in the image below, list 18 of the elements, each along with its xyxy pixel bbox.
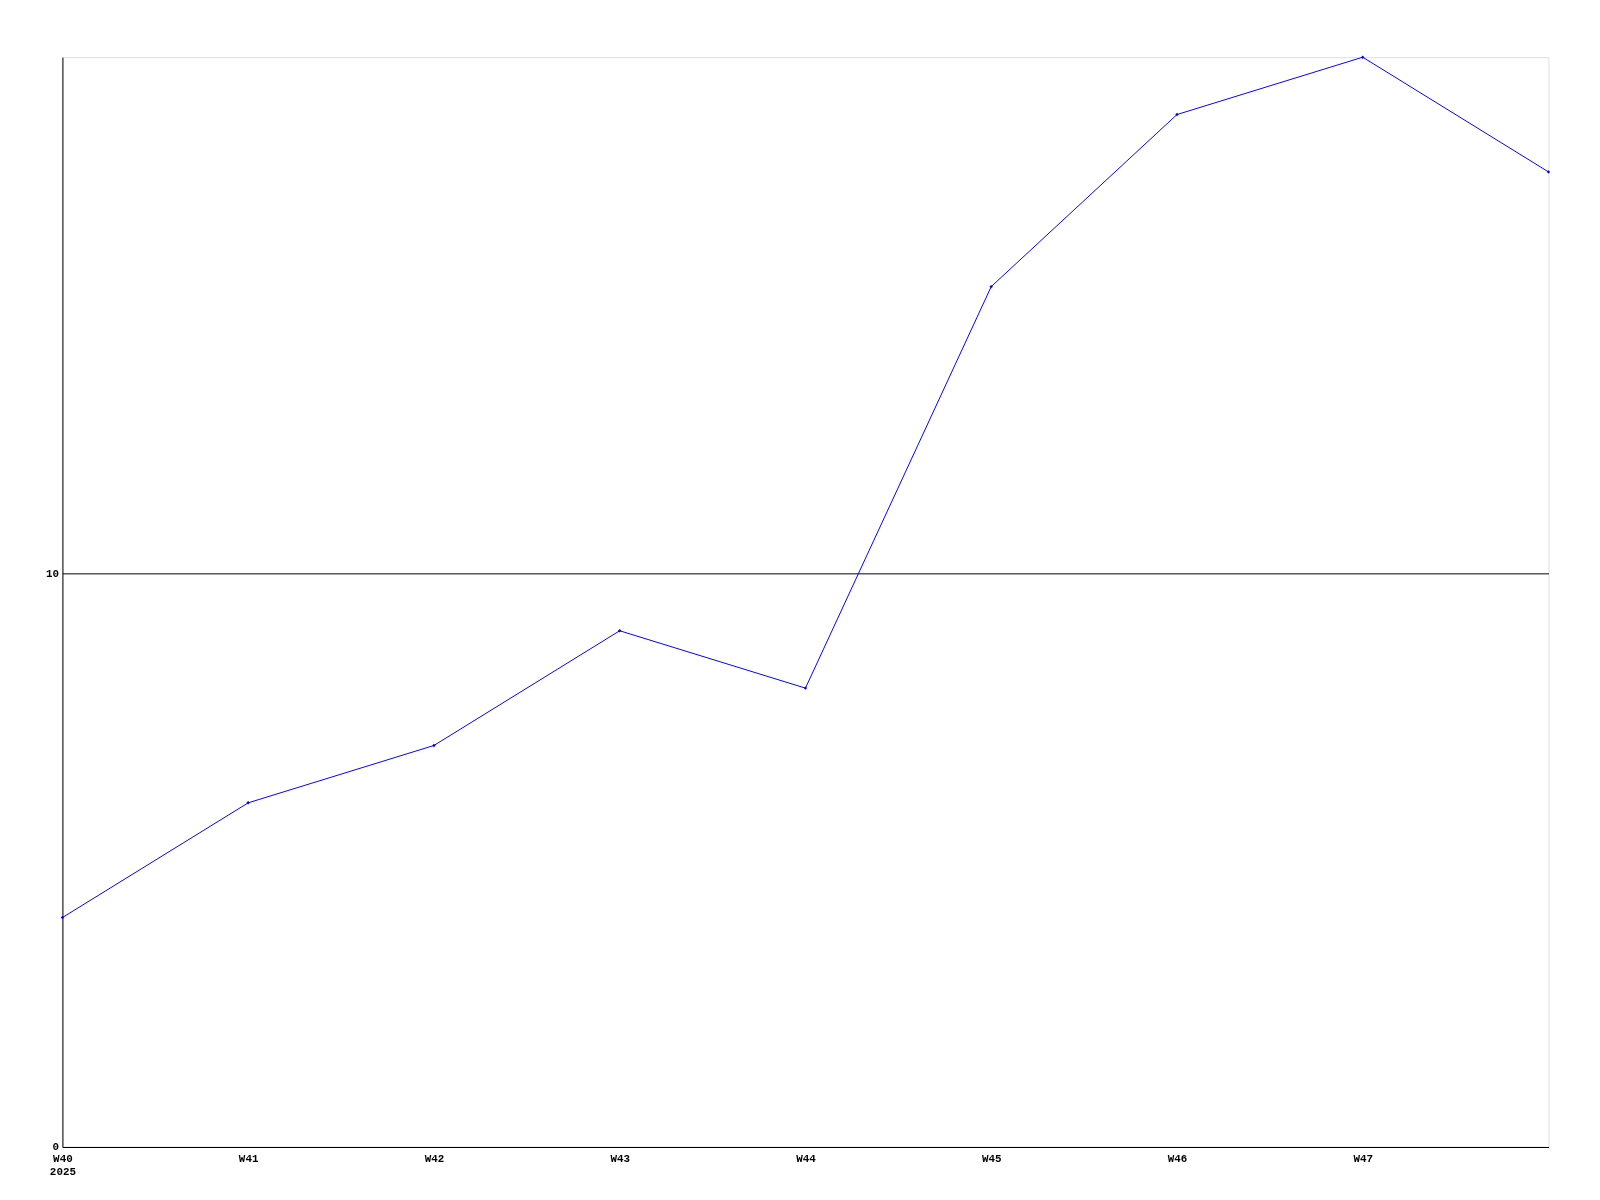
point (989, 284, 993, 289)
x-tick-label: W44 (796, 1153, 817, 1166)
x-tick-label: W46 (1167, 1153, 1188, 1166)
y-tick-label: 0 (52, 1141, 59, 1154)
point (803, 686, 808, 690)
x-tick-label: W41 (238, 1153, 259, 1166)
x-tick-label: W43 (610, 1153, 630, 1166)
point (1361, 55, 1365, 59)
x-tick-label: W40 2025 (49, 1153, 76, 1179)
point (246, 801, 250, 805)
x-tick-label: W45 (981, 1153, 1002, 1166)
x-tick-label: W47 (1353, 1153, 1374, 1166)
y-tick-label: 10 (45, 567, 59, 580)
point (617, 629, 622, 633)
point (1546, 170, 1551, 174)
point (1175, 112, 1179, 117)
x-tick-label: W42 (424, 1153, 445, 1166)
point (432, 743, 436, 748)
